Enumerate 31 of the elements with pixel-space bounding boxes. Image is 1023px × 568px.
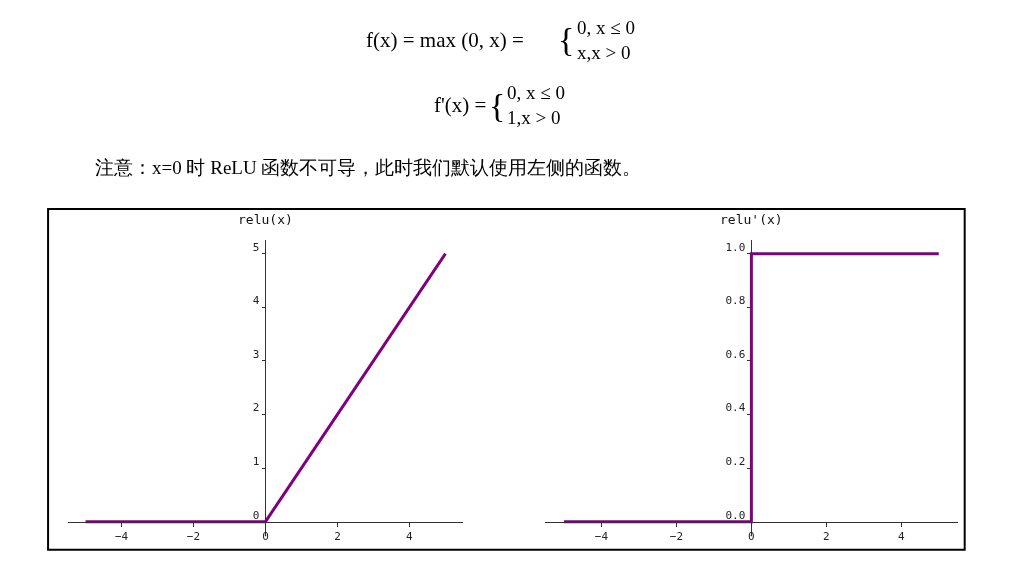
x-tick-label: 0 bbox=[748, 529, 755, 543]
text: 注意：x=0 时 ReLU 函数不可导，此时我们默认使用左侧的函数。 bbox=[95, 157, 642, 178]
y-tick-label: 0.0 bbox=[725, 508, 746, 522]
y-tick-label: 1.0 bbox=[725, 240, 746, 254]
y-tick-label: 0.4 bbox=[725, 401, 746, 415]
text: { bbox=[489, 87, 506, 124]
x-tick-label: 4 bbox=[898, 529, 905, 543]
text: 0, x ≤ 0 1,x > 0 bbox=[507, 82, 565, 128]
y-tick-label: 0.8 bbox=[725, 294, 746, 308]
x-tick-label: 4 bbox=[406, 529, 414, 543]
y-tick-label: 0 bbox=[252, 508, 260, 522]
x-tick-label: 2 bbox=[823, 529, 830, 543]
text: 0, x ≤ 0 x,x > 0 bbox=[577, 17, 635, 63]
x-tick-label: −2 bbox=[186, 529, 201, 543]
x-tick-label: −4 bbox=[594, 529, 609, 543]
y-tick-label: 0.2 bbox=[725, 454, 746, 468]
text: f'(x) = bbox=[434, 93, 487, 117]
x-tick-label: −4 bbox=[114, 529, 129, 543]
x-tick-label: −2 bbox=[669, 529, 684, 543]
text: f(x) = max (0, x) = bbox=[366, 28, 524, 52]
y-tick-label: 1 bbox=[252, 454, 260, 468]
x-tick-label: 0 bbox=[262, 529, 269, 543]
y-tick-label: 3 bbox=[252, 347, 260, 361]
text: { bbox=[558, 21, 575, 58]
y-tick-label: 2 bbox=[252, 401, 260, 415]
x-tick-label: 2 bbox=[334, 529, 341, 543]
chart-title: relu'(x) bbox=[720, 212, 783, 227]
y-tick-label: 5 bbox=[252, 240, 260, 254]
y-tick-label: 4 bbox=[252, 294, 260, 308]
y-tick-label: 0.6 bbox=[725, 347, 746, 361]
chart-title: relu(x) bbox=[238, 212, 293, 227]
